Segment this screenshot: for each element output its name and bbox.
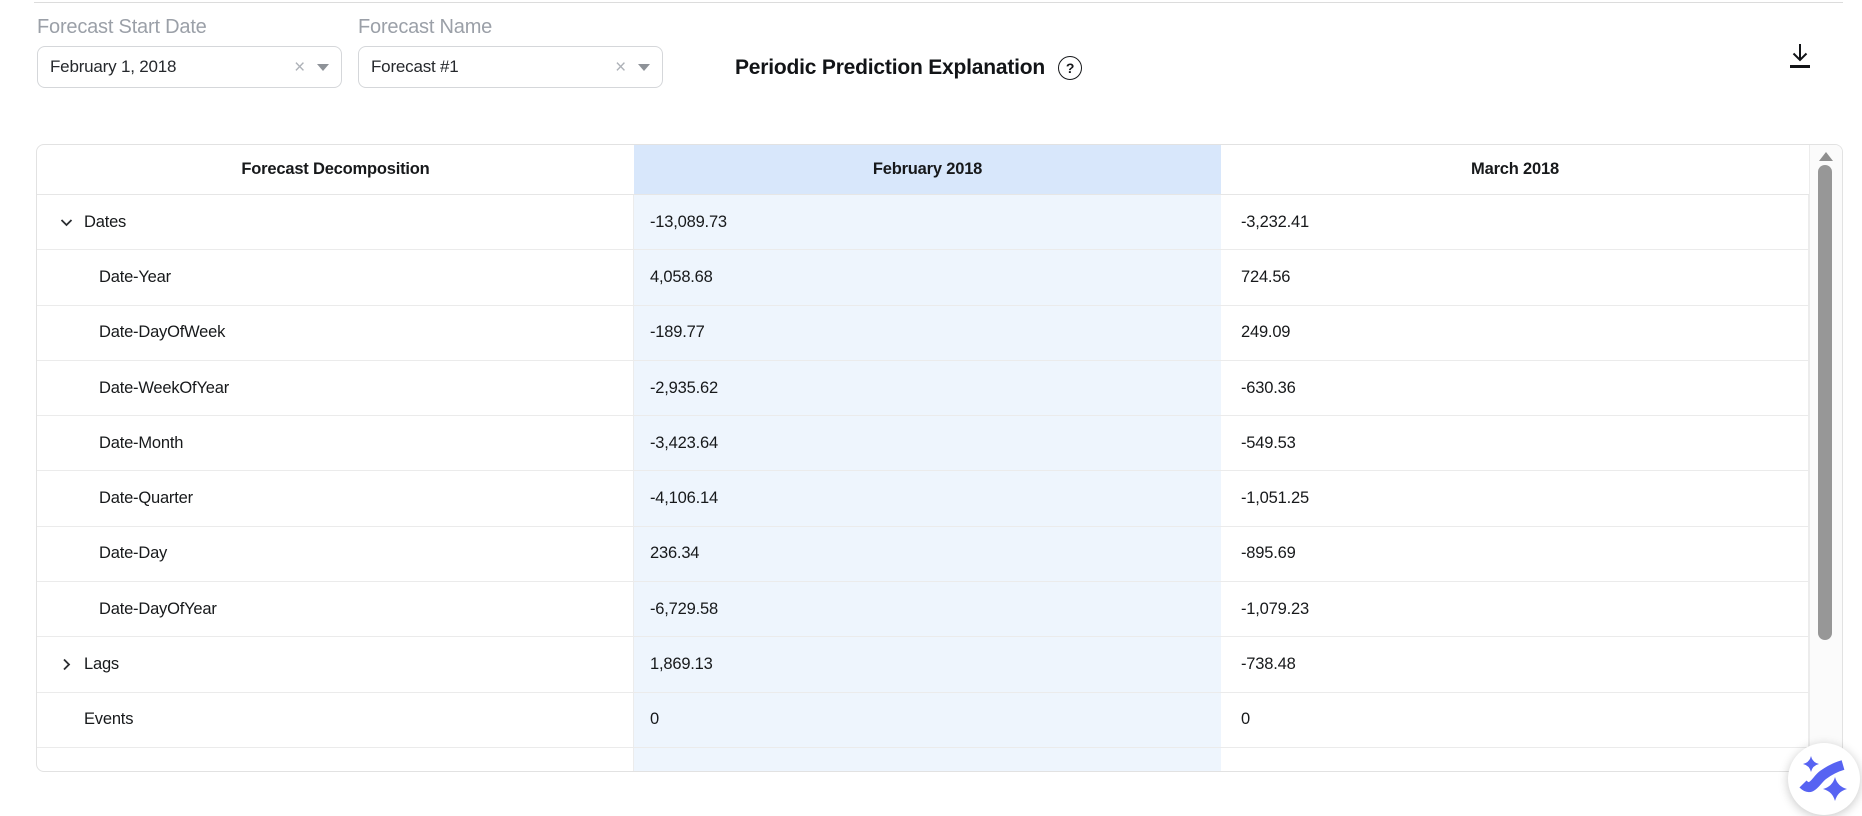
expander-spacer <box>72 434 90 452</box>
page-title: Periodic Prediction Explanation <box>735 56 1046 79</box>
chevron-down-caret[interactable] <box>638 63 650 71</box>
march-value-cell: 249.09 <box>1221 305 1809 360</box>
march-value-cell: -630.36 <box>1221 360 1809 416</box>
table-row: Date-DayOfYear -6,729.58 -1,079.23 <box>37 582 1809 638</box>
x-clear-icon[interactable]: × <box>294 56 305 78</box>
row-label: Date-Month <box>99 433 184 452</box>
row-label: Date-DayOfWeek <box>99 323 226 342</box>
table-row: Date-DayOfWeek -189.77 249.09 <box>37 305 1809 361</box>
february-value-cell: 4,058.68 <box>634 250 1221 305</box>
download-icon <box>1786 41 1814 74</box>
forecast-name-select[interactable]: Forecast #1 × <box>358 46 663 88</box>
march-value-cell: 0 <box>1221 692 1809 747</box>
expander-spacer <box>72 379 90 397</box>
table-row[interactable]: Lags 1,869.13 -738.48 <box>37 637 1809 693</box>
march-value-cell: -3,232.41 <box>1221 195 1809 250</box>
table-row: Date-Quarter -4,106.14 -1,051.25 <box>37 471 1809 527</box>
february-value-cell: -6,729.58 <box>634 582 1221 637</box>
february-value-cell: -4,106.14 <box>634 471 1221 526</box>
row-label: Date-WeekOfYear <box>99 378 229 397</box>
page-header: Periodic Prediction Explanation ? <box>735 56 1083 80</box>
expander-spacer <box>72 545 90 563</box>
forecast-start-date-value: February 1, 2018 <box>50 57 177 76</box>
row-label: Date-Year <box>99 267 171 286</box>
forecast-name-value: Forecast #1 <box>371 57 459 76</box>
february-value-cell: 236.34 <box>634 526 1221 582</box>
row-label-cell: Lags <box>37 637 634 692</box>
february-value-cell: -2,935.62 <box>634 360 1221 416</box>
row-label-cell: Events <box>37 692 634 747</box>
chevron-right-icon[interactable] <box>57 656 75 674</box>
expander-spacer <box>72 268 90 286</box>
chevron-down-caret[interactable] <box>317 63 329 71</box>
forecast-start-date-filter: Forecast Start Date February 1, 2018 × <box>37 16 342 88</box>
row-label: Date-DayOfYear <box>99 599 217 618</box>
march-value-cell: -1,051.25 <box>1221 471 1809 526</box>
expander-spacer <box>57 711 75 729</box>
x-clear-icon[interactable]: × <box>615 56 626 78</box>
row-label-cell: Date-Day <box>37 526 634 582</box>
table-row: Date-Month -3,423.64 -549.53 <box>37 416 1809 472</box>
march-value-cell: 724.56 <box>1221 250 1809 305</box>
row-label: Date-Quarter <box>99 489 193 508</box>
row-label: Events <box>84 710 134 729</box>
row-label-cell: Date-Month <box>37 416 634 471</box>
february-value-cell: -3,423.64 <box>634 416 1221 471</box>
expander-spacer <box>57 766 75 771</box>
brand-logo-button[interactable] <box>1788 743 1860 815</box>
table-row <box>37 747 1809 771</box>
march-value-cell: -1,079.23 <box>1221 582 1809 637</box>
february-value-cell: -189.77 <box>634 305 1221 360</box>
table-row: Date-Day 236.34 -895.69 <box>37 526 1809 583</box>
scroll-up-arrow-icon[interactable] <box>1819 152 1833 161</box>
forecast-name-label: Forecast Name <box>358 16 493 38</box>
february-value-cell: -13,089.73 <box>634 195 1221 250</box>
row-label: Lags <box>84 655 119 674</box>
scrollbar-thumb[interactable] <box>1818 165 1832 640</box>
row-label-cell: Date-Year <box>37 250 634 305</box>
table-header-row: Forecast Decomposition February 2018 Mar… <box>37 145 1809 195</box>
expander-spacer <box>72 600 90 618</box>
row-label-cell: Date-WeekOfYear <box>37 360 634 416</box>
row-label: Dates <box>84 212 127 231</box>
forecast-decomposition-table: Forecast Decomposition February 2018 Mar… <box>36 144 1843 772</box>
table-row[interactable]: Dates -13,089.73 -3,232.41 <box>37 195 1809 251</box>
march-value-cell: -738.48 <box>1221 637 1809 692</box>
column-header-february-2018: February 2018 <box>634 145 1221 194</box>
forecast-name-filter: Forecast Name Forecast #1 × <box>358 16 663 88</box>
row-label-cell: Date-DayOfYear <box>37 582 634 637</box>
february-value-cell: 0 <box>634 692 1221 747</box>
question-mark-icon[interactable]: ? <box>1058 56 1083 80</box>
forecast-start-date-select[interactable]: February 1, 2018 × <box>37 46 342 88</box>
table-row: Date-WeekOfYear -2,935.62 -630.36 <box>37 360 1809 417</box>
vertical-scrollbar[interactable] <box>1809 145 1842 771</box>
row-label-cell: Dates <box>37 195 634 250</box>
expander-spacer <box>72 490 90 508</box>
top-divider <box>34 2 1843 3</box>
march-value-cell: -549.53 <box>1221 416 1809 471</box>
column-header-march-2018: March 2018 <box>1471 160 1559 178</box>
download-button[interactable] <box>1779 36 1821 78</box>
forecast-start-date-label: Forecast Start Date <box>37 16 207 38</box>
table-row: Events 0 0 <box>37 692 1809 748</box>
table-row: Date-Year 4,058.68 724.56 <box>37 250 1809 306</box>
march-value-cell <box>1221 747 1809 771</box>
chevron-down-icon[interactable] <box>57 213 75 231</box>
row-label-cell: Date-DayOfWeek <box>37 305 634 360</box>
row-label-cell: Date-Quarter <box>37 471 634 526</box>
row-label-cell <box>37 747 634 771</box>
brand-sparkle-swoosh-icon <box>1788 741 1860 816</box>
row-label: Date-Day <box>99 544 168 563</box>
expander-spacer <box>72 324 90 342</box>
table-body: Dates -13,089.73 -3,232.41 Date-Year 4,0… <box>37 195 1842 771</box>
february-value-cell <box>634 747 1221 771</box>
march-value-cell: -895.69 <box>1221 526 1809 582</box>
february-value-cell: 1,869.13 <box>634 637 1221 692</box>
column-header-forecast-decomposition: Forecast Decomposition <box>241 160 430 178</box>
